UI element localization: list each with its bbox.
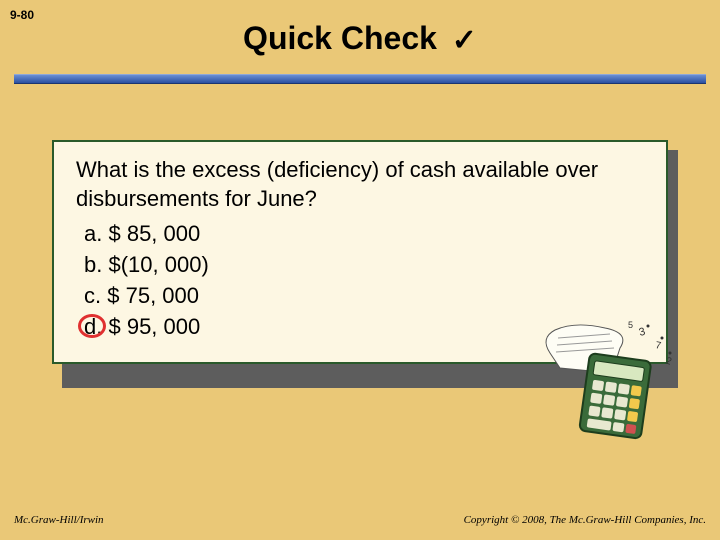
correct-answer-ring-icon [78, 314, 106, 338]
title-divider [14, 74, 706, 84]
option-label: b. [84, 252, 102, 277]
option-c: c. $ 75, 000 [84, 281, 644, 312]
option-text: $(10, 000) [108, 252, 208, 277]
checkmark-icon: ✓ [452, 23, 477, 58]
calculator-clipart-icon: 3 7 5 2 [530, 318, 680, 448]
option-text: $ 85, 000 [108, 221, 200, 246]
option-label: c. [84, 283, 101, 308]
question-text: What is the excess (deficiency) of cash … [76, 156, 644, 213]
option-text: $ 95, 000 [108, 314, 200, 339]
footer-publisher: Mc.Graw-Hill/Irwin [14, 514, 104, 526]
option-label: a. [84, 221, 102, 246]
footer-copyright: Copyright © 2008, The Mc.Graw-Hill Compa… [464, 514, 706, 526]
svg-text:5: 5 [628, 320, 633, 330]
title-text: Quick Check [243, 20, 437, 56]
option-text: $ 75, 000 [107, 283, 199, 308]
slide-title: Quick Check ✓ [0, 20, 720, 58]
option-a: a. $ 85, 000 [84, 219, 644, 250]
svg-text:3: 3 [638, 326, 647, 339]
svg-text:2: 2 [664, 355, 673, 367]
svg-text:7: 7 [654, 340, 662, 352]
option-b: b. $(10, 000) [84, 250, 644, 281]
